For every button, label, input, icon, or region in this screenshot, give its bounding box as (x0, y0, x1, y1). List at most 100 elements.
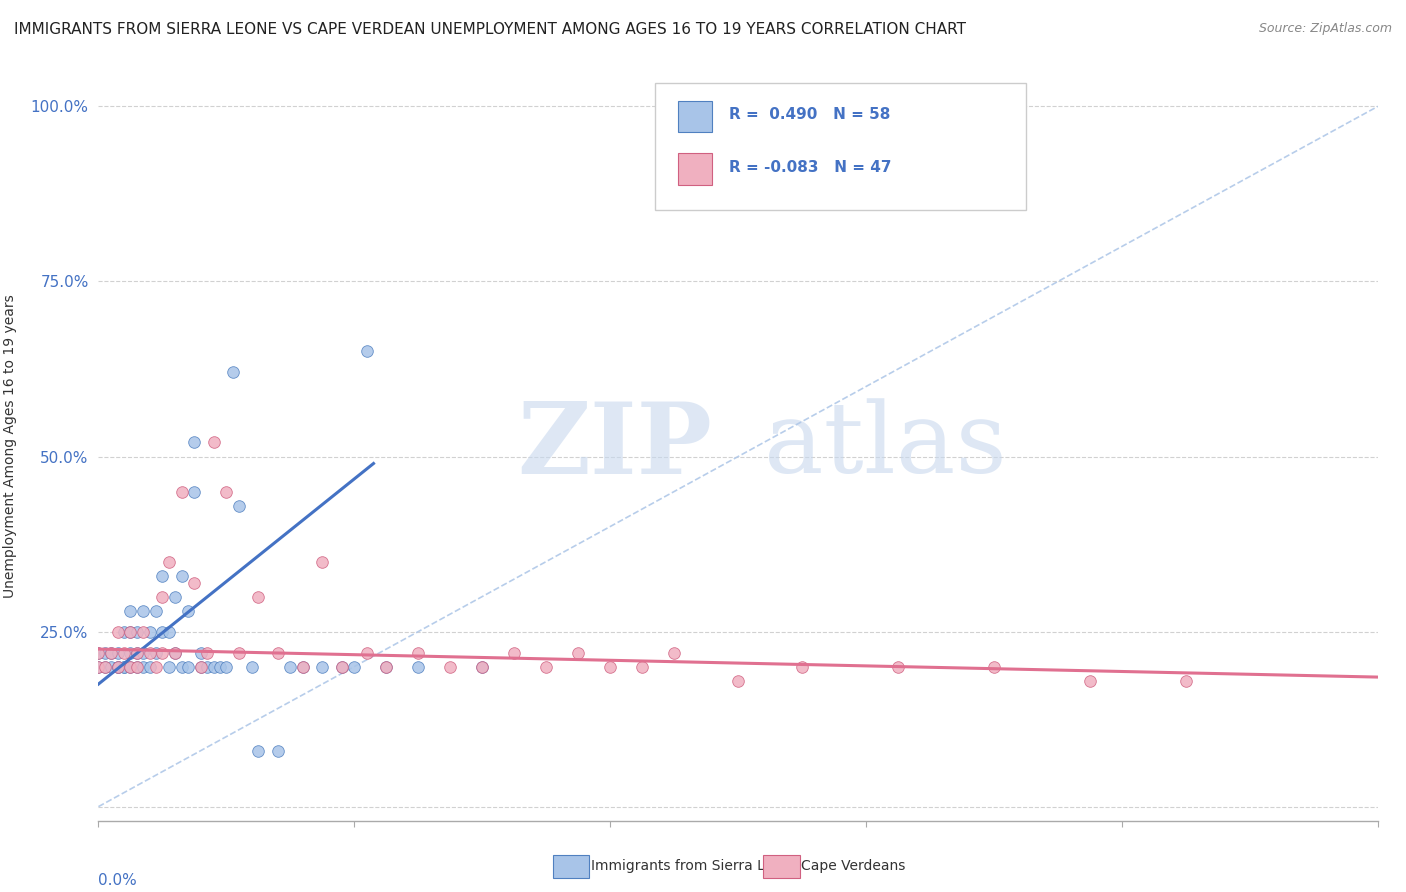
Point (120, 646, 142, 660)
Text: Source: ZipAtlas.com: Source: ZipAtlas.com (1258, 22, 1392, 36)
Point (599, 659, 621, 673)
Text: IMMIGRANTS FROM SIERRA LEONE VS CAPE VERDEAN UNEMPLOYMENT AMONG AGES 16 TO 19 YE: IMMIGRANTS FROM SIERRA LEONE VS CAPE VER… (14, 22, 966, 37)
FancyBboxPatch shape (678, 153, 713, 185)
Point (228, 646, 250, 660)
Point (247, 743, 270, 757)
Point (152, 624, 174, 639)
Point (408, 646, 430, 660)
Point (215, 659, 238, 673)
Point (120, 624, 142, 639)
Point (177, 603, 200, 617)
Point (330, 659, 353, 673)
Point (107, 624, 129, 639)
Point (208, 659, 231, 673)
Point (375, 659, 398, 673)
Point (202, 435, 225, 450)
Point (195, 646, 218, 660)
Point (94, 659, 117, 673)
Point (266, 646, 288, 660)
Point (157, 659, 180, 673)
Point (125, 646, 148, 660)
Point (94, 659, 117, 673)
FancyBboxPatch shape (678, 101, 713, 132)
Point (790, 659, 813, 673)
Point (183, 484, 205, 499)
Point (292, 659, 315, 673)
Point (356, 344, 378, 359)
Point (534, 659, 557, 673)
Text: 0.0%: 0.0% (98, 873, 138, 888)
Point (165, 590, 187, 604)
Point (1078, 673, 1101, 688)
Point (87, 646, 110, 660)
Point (292, 659, 315, 673)
Point (343, 659, 366, 673)
Point (503, 646, 526, 660)
Point (170, 659, 193, 673)
Point (177, 659, 200, 673)
Point (145, 603, 167, 617)
Point (190, 659, 212, 673)
Point (408, 659, 430, 673)
Point (138, 659, 160, 673)
Point (152, 590, 174, 604)
Point (100, 646, 122, 660)
Point (157, 555, 180, 569)
Point (311, 659, 333, 673)
Point (94, 646, 117, 660)
Point (107, 659, 129, 673)
Point (87, 646, 110, 660)
Point (165, 646, 187, 660)
Text: ZIP: ZIP (517, 398, 713, 494)
Point (165, 646, 187, 660)
Text: Immigrants from Sierra Leone: Immigrants from Sierra Leone (591, 859, 799, 873)
Point (100, 646, 122, 660)
Point (120, 659, 142, 673)
Point (202, 659, 225, 673)
Point (1175, 673, 1198, 688)
Text: atlas: atlas (763, 398, 1007, 494)
Point (145, 646, 167, 660)
Point (138, 646, 160, 660)
Point (439, 659, 461, 673)
Point (247, 590, 270, 604)
Point (125, 659, 148, 673)
Point (664, 646, 686, 660)
Point (471, 659, 494, 673)
Point (183, 575, 205, 590)
Point (190, 659, 212, 673)
Point (107, 659, 129, 673)
Point (107, 646, 129, 660)
Point (887, 659, 910, 673)
Point (125, 646, 148, 660)
Point (375, 659, 398, 673)
Point (120, 659, 142, 673)
Point (112, 659, 135, 673)
Point (222, 366, 245, 380)
Point (983, 659, 1005, 673)
Point (278, 659, 302, 673)
Point (311, 555, 333, 569)
Text: Cape Verdeans: Cape Verdeans (801, 859, 905, 873)
FancyBboxPatch shape (655, 83, 1026, 210)
Point (112, 624, 135, 639)
Point (87, 659, 110, 673)
Point (183, 435, 205, 450)
Point (120, 624, 142, 639)
Point (112, 659, 135, 673)
Text: R =  0.490   N = 58: R = 0.490 N = 58 (728, 107, 890, 122)
Point (107, 659, 129, 673)
Point (138, 624, 160, 639)
Point (120, 603, 142, 617)
Point (132, 624, 155, 639)
Point (240, 659, 263, 673)
Point (152, 568, 174, 582)
Point (170, 568, 193, 582)
Point (356, 646, 378, 660)
Point (228, 499, 250, 513)
Text: R = -0.083   N = 47: R = -0.083 N = 47 (728, 160, 891, 175)
Point (145, 659, 167, 673)
Point (100, 659, 122, 673)
Point (631, 659, 654, 673)
Point (125, 659, 148, 673)
